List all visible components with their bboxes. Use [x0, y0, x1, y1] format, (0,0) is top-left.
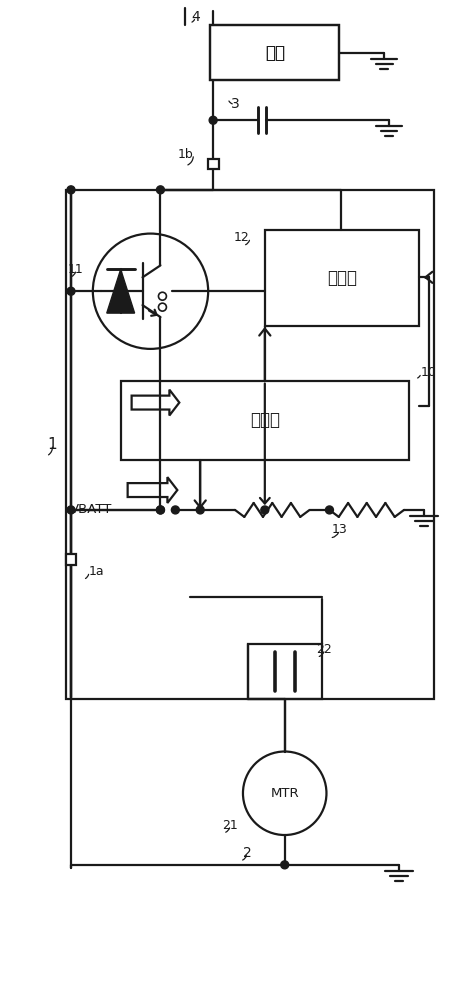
- Bar: [248, 644, 322, 699]
- Text: 1: 1: [47, 437, 57, 452]
- Circle shape: [67, 287, 75, 295]
- Text: 22: 22: [317, 643, 332, 656]
- Text: 3: 3: [231, 97, 239, 111]
- Polygon shape: [107, 269, 135, 313]
- Circle shape: [261, 506, 269, 514]
- Circle shape: [157, 186, 164, 194]
- Text: 10: 10: [421, 366, 437, 379]
- Text: 驱动部: 驱动部: [327, 269, 357, 287]
- Bar: [66, 190, 434, 699]
- Text: 13: 13: [331, 523, 347, 536]
- Circle shape: [157, 506, 164, 514]
- Bar: [121, 381, 409, 460]
- Text: VBATT: VBATT: [70, 503, 112, 516]
- Text: 4: 4: [191, 10, 200, 24]
- Text: 负载: 负载: [265, 44, 285, 62]
- Bar: [208, 159, 219, 169]
- Text: 11: 11: [68, 263, 84, 276]
- Bar: [66, 554, 76, 565]
- Text: 1b: 1b: [177, 148, 193, 161]
- Circle shape: [67, 506, 75, 514]
- Text: 2: 2: [243, 846, 251, 860]
- Text: 控制部: 控制部: [250, 411, 280, 429]
- Circle shape: [157, 506, 164, 514]
- Circle shape: [196, 506, 204, 514]
- Circle shape: [171, 506, 179, 514]
- Bar: [210, 25, 339, 80]
- Text: MTR: MTR: [270, 787, 299, 800]
- Text: 负载: 负载: [265, 44, 285, 62]
- Bar: [210, 25, 339, 80]
- Circle shape: [326, 506, 333, 514]
- Text: 12: 12: [234, 231, 250, 244]
- Text: 1a: 1a: [89, 565, 104, 578]
- Text: 21: 21: [222, 819, 238, 832]
- Circle shape: [67, 186, 75, 194]
- Circle shape: [281, 861, 289, 869]
- Bar: [265, 230, 419, 326]
- Circle shape: [209, 116, 217, 124]
